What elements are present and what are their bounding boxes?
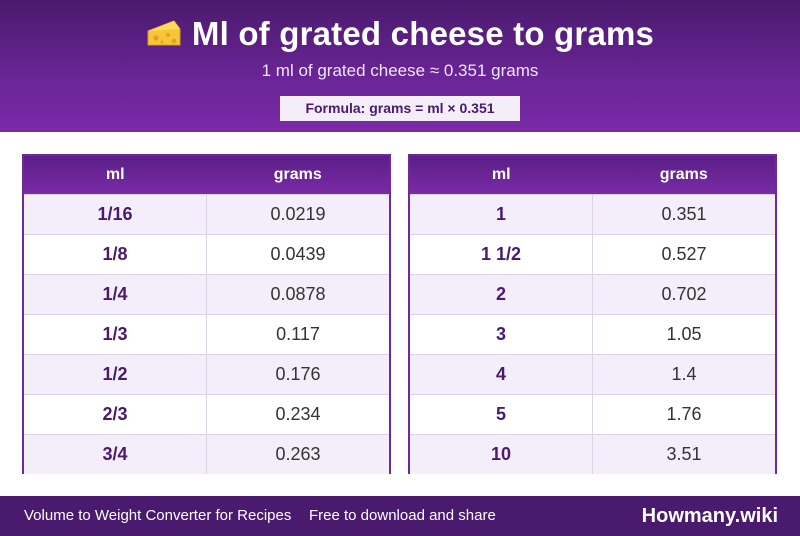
table-row: 3 1.05 xyxy=(410,314,775,354)
grams-cell: 3.51 xyxy=(666,444,702,464)
conversion-table-right: ml grams 1 0.351 1 1/2 0.527 2 0.702 3 1.05 … xyxy=(408,154,777,474)
table-header: ml grams xyxy=(410,156,775,194)
page-title: Ml of grated cheese to grams xyxy=(0,14,800,54)
ml-cell: 1/16 xyxy=(24,195,207,234)
grams-cell: 1.4 xyxy=(671,364,697,384)
table-row: 1/4 0.0878 xyxy=(24,274,389,314)
footer-tagline: Volume to Weight Converter for Recipes xyxy=(24,507,292,524)
column-header-ml: ml xyxy=(491,166,511,183)
brand-logo[interactable]: Howmany.wiki xyxy=(641,505,778,527)
conversion-table-left: ml grams 1/16 0.0219 1/8 0.0439 1/4 0.0878 … xyxy=(22,154,391,474)
table-row: 2/3 0.234 xyxy=(24,394,389,434)
cheese-icon xyxy=(147,20,181,46)
table-row: 4 1.4 xyxy=(410,354,775,394)
grams-cell: 1.76 xyxy=(666,404,702,424)
column-header-ml: ml xyxy=(105,166,125,183)
grams-cell: 0.176 xyxy=(275,364,321,384)
grams-cell: 0.351 xyxy=(661,204,707,224)
ml-cell: 3 xyxy=(410,315,593,354)
grams-cell: 0.0439 xyxy=(270,244,326,264)
ml-cell: 3/4 xyxy=(24,435,207,474)
column-header-grams: grams xyxy=(273,166,322,183)
table-header: ml grams xyxy=(24,156,389,194)
ml-cell: 5 xyxy=(410,395,593,434)
ml-cell: 1 xyxy=(410,195,593,234)
table-row: 1/2 0.176 xyxy=(24,354,389,394)
footer-share-note: Free to download and share xyxy=(309,507,496,524)
grams-cell: 1.05 xyxy=(666,324,702,344)
ml-cell: 2/3 xyxy=(24,395,207,434)
table-row: 1/3 0.117 xyxy=(24,314,389,354)
table-row: 1 1/2 0.527 xyxy=(410,234,775,274)
grams-cell: 0.117 xyxy=(276,324,320,344)
ml-cell: 1/3 xyxy=(24,315,207,354)
table-row: 1/8 0.0439 xyxy=(24,234,389,274)
header: Ml of grated cheese to grams 1 ml of gra… xyxy=(0,0,800,132)
ml-cell: 10 xyxy=(410,435,593,474)
grams-cell: 0.0219 xyxy=(270,204,326,224)
table-row: 2 0.702 xyxy=(410,274,775,314)
table-row: 5 1.76 xyxy=(410,394,775,434)
table-row: 1/16 0.0219 xyxy=(24,194,389,234)
table-row: 1 0.351 xyxy=(410,194,775,234)
ml-cell: 2 xyxy=(410,275,593,314)
ml-cell: 1/4 xyxy=(24,275,207,314)
formula-badge: Formula: grams = ml × 0.351 xyxy=(280,96,520,121)
ml-cell: 1/8 xyxy=(24,235,207,274)
footer: Volume to Weight Converter for Recipes F… xyxy=(0,496,800,536)
table-row: 10 3.51 xyxy=(410,434,775,474)
grams-cell: 0.527 xyxy=(661,244,707,264)
column-header-grams: grams xyxy=(659,166,708,183)
ml-cell: 1 1/2 xyxy=(410,235,593,274)
ml-cell: 4 xyxy=(410,355,593,394)
table-body: 1 0.351 1 1/2 0.527 2 0.702 3 1.05 4 1.4 5 1.7… xyxy=(410,194,775,474)
grams-cell: 0.234 xyxy=(275,404,321,424)
subtitle: 1 ml of grated cheese ≈ 0.351 grams xyxy=(261,61,539,80)
grams-cell: 0.263 xyxy=(275,444,321,464)
grams-cell: 0.0878 xyxy=(270,284,326,304)
ml-cell: 1/2 xyxy=(24,355,207,394)
table-row: 3/4 0.263 xyxy=(24,434,389,474)
grams-cell: 0.702 xyxy=(661,284,707,304)
table-body: 1/16 0.0219 1/8 0.0439 1/4 0.0878 1/3 0.117 … xyxy=(24,194,389,474)
page-title-text: Ml of grated cheese to grams xyxy=(191,15,655,52)
